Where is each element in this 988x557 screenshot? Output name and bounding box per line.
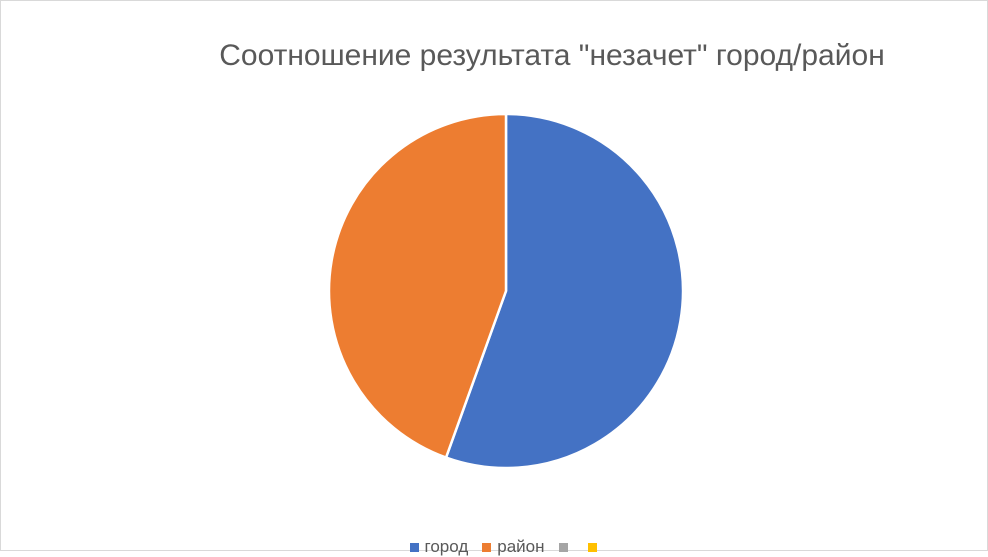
legend-item-gorod: город: [409, 537, 469, 557]
legend-item-4: [587, 542, 603, 552]
legend-item-3: [558, 542, 574, 552]
legend-label-raion: район: [497, 537, 545, 556]
legend-item-raion: район: [482, 537, 545, 557]
legend-swatch-gorod: [409, 542, 419, 552]
pie-slice-gorod: [444, 112, 685, 470]
legend-swatch-3: [558, 542, 568, 552]
legend-label-gorod: город: [424, 537, 469, 556]
chart-title: Соотношение результата "незачет" город/р…: [219, 39, 885, 72]
legend-swatch-raion: [482, 542, 492, 552]
pie-slice-raion: [327, 112, 508, 459]
legend: город район: [1, 537, 988, 557]
legend-swatch-4: [587, 542, 597, 552]
